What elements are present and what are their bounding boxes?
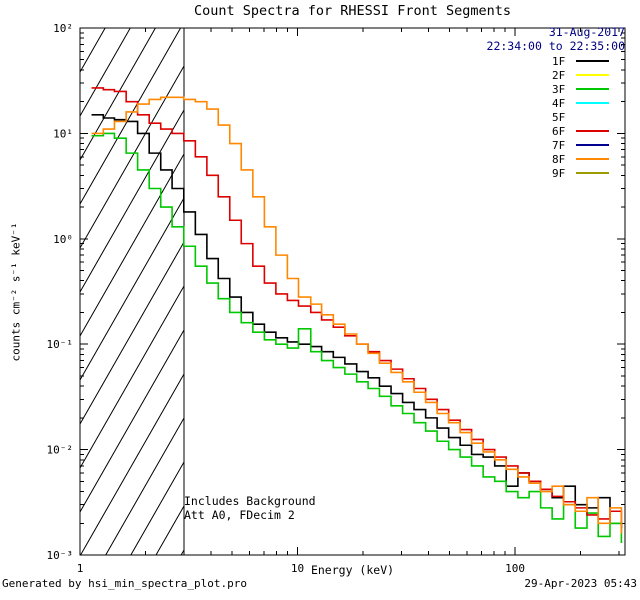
legend-label: 6F	[552, 124, 566, 138]
x-tick-label: 10	[291, 562, 304, 575]
axis-ticks	[79, 27, 625, 556]
time-range-line: 22:34:00 to 22:35:00	[486, 38, 625, 53]
chart-title: Count Spectra for RHESSI Front Segments	[194, 3, 511, 19]
legend-line-swatch	[576, 158, 609, 160]
legend-line-swatch	[576, 88, 609, 90]
legend-label: 3F	[552, 82, 566, 96]
legend-label: 1F	[552, 54, 566, 68]
generated-by-label: Generated by hsi_min_spectra_plot.pro	[2, 577, 248, 590]
legend-label: 8F	[552, 152, 566, 166]
plot-frame	[79, 27, 626, 556]
series-8F-line	[91, 96, 623, 534]
date-line: 31-Aug-2017	[548, 25, 625, 39]
legend-label: 7F	[552, 138, 566, 152]
legend-item-9F: 9F	[552, 166, 609, 180]
y-tick-label: 10¹	[53, 127, 73, 140]
date-range: 31-Aug-2017 22:34:00 to 22:35:00	[486, 25, 625, 53]
series-3F-line	[91, 132, 623, 543]
legend-label: 9F	[552, 166, 566, 180]
attenuator-note: Att A0, FDecim 2	[184, 507, 295, 522]
x-axis-label: Energy (keV)	[310, 563, 395, 577]
legend-item-5F: 5F	[552, 110, 609, 124]
legend-line-swatch	[576, 144, 609, 146]
legend-label: 5F	[552, 110, 566, 124]
legend-item-2F: 2F	[552, 68, 609, 82]
y-tick-label: 10⁻³	[47, 549, 74, 562]
y-tick-label: 10⁻²	[47, 444, 74, 457]
y-axis-label: counts cm⁻² s⁻¹ keV⁻¹	[9, 222, 23, 362]
legend: 1F 2F 3F 4F 5F 6F 7F 8F 9F	[552, 54, 609, 180]
generation-timestamp: 29-Apr-2023 05:43	[524, 577, 637, 590]
legend-line-swatch	[576, 74, 609, 76]
legend-item-7F: 7F	[552, 138, 609, 152]
legend-item-4F: 4F	[552, 96, 609, 110]
background-note: Includes Background	[184, 494, 316, 508]
legend-label: 2F	[552, 68, 566, 82]
legend-line-swatch	[576, 172, 609, 174]
legend-item-1F: 1F	[552, 54, 609, 68]
y-tick-label: 10⁰	[53, 233, 73, 246]
y-tick-label: 10⁻¹	[47, 338, 74, 351]
legend-item-3F: 3F	[552, 82, 609, 96]
legend-line-swatch	[576, 116, 609, 118]
x-tick-label: 1	[77, 562, 84, 575]
legend-item-8F: 8F	[552, 152, 609, 166]
excluded-region-hatch	[80, 28, 184, 555]
legend-line-swatch	[576, 130, 609, 132]
x-tick-label: 100	[505, 562, 525, 575]
y-tick-label: 10²	[53, 22, 73, 35]
plot-annotations: Includes Background Att A0, FDecim 2	[184, 494, 316, 522]
legend-item-6F: 6F	[552, 124, 609, 138]
legend-line-swatch	[576, 102, 609, 104]
legend-label: 4F	[552, 96, 566, 110]
legend-line-swatch	[576, 60, 609, 62]
